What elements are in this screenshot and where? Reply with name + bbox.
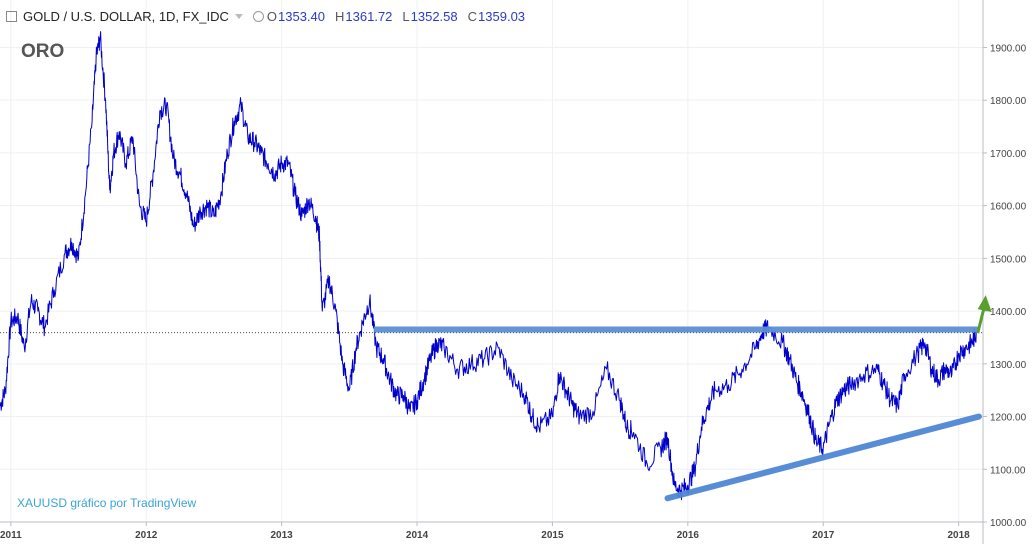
x-tick-label-7: 2018	[948, 530, 971, 541]
x-tick-label-0: 2011	[0, 530, 22, 541]
y-tick-label-6: 1600.00	[990, 202, 1027, 213]
open-value: 1353.40	[278, 9, 326, 24]
price-series-line-0	[0, 31, 977, 501]
y-tick-label-2: 1200.00	[990, 413, 1027, 424]
x-tick-label-6: 2017	[812, 530, 835, 541]
support-trend-line	[664, 413, 982, 502]
close-label: C	[467, 9, 478, 24]
low-label: L	[402, 9, 410, 24]
y-tick-label-8: 1800.00	[990, 96, 1027, 107]
chevron-down-icon[interactable]	[234, 14, 243, 19]
collapse-icon[interactable]	[6, 11, 17, 22]
high-value: 1361.72	[345, 9, 393, 24]
x-tick-label-5: 2016	[677, 530, 700, 541]
annotation-label: ORO	[21, 41, 65, 62]
high-label: H	[335, 9, 345, 24]
tradingview-watermark[interactable]: XAUUSD gráfico por TradingView	[17, 496, 197, 510]
open-label: O	[266, 9, 278, 24]
x-tick-label-3: 2014	[406, 530, 429, 541]
y-tick-label-7: 1700.00	[990, 149, 1027, 160]
y-tick-label-4: 1400.00	[990, 307, 1027, 318]
y-tick-label-3: 1300.00	[990, 360, 1027, 371]
y-tick-label-1: 1100.00	[990, 465, 1026, 476]
eye-icon[interactable]	[252, 11, 264, 22]
y-tick-label-9: 1900.00	[990, 43, 1027, 54]
x-tick-label-2: 2013	[271, 530, 294, 541]
breakout-arrow-head	[977, 295, 992, 313]
x-tick-label-4: 2015	[541, 530, 564, 541]
x-tick-label-1: 2012	[135, 530, 158, 541]
low-value: 1352.58	[410, 9, 458, 24]
symbol-header[interactable]: GOLD / U.S. DOLLAR, 1D, FX_IDC O 1353.40 …	[6, 9, 535, 24]
y-tick-label-0: 1000.00	[990, 518, 1027, 529]
y-tick-label-5: 1500.00	[990, 254, 1027, 265]
symbol-title[interactable]: GOLD / U.S. DOLLAR, 1D, FX_IDC	[23, 9, 229, 24]
close-value: 1359.03	[478, 9, 526, 24]
breakout-arrow-shaft	[976, 308, 986, 334]
